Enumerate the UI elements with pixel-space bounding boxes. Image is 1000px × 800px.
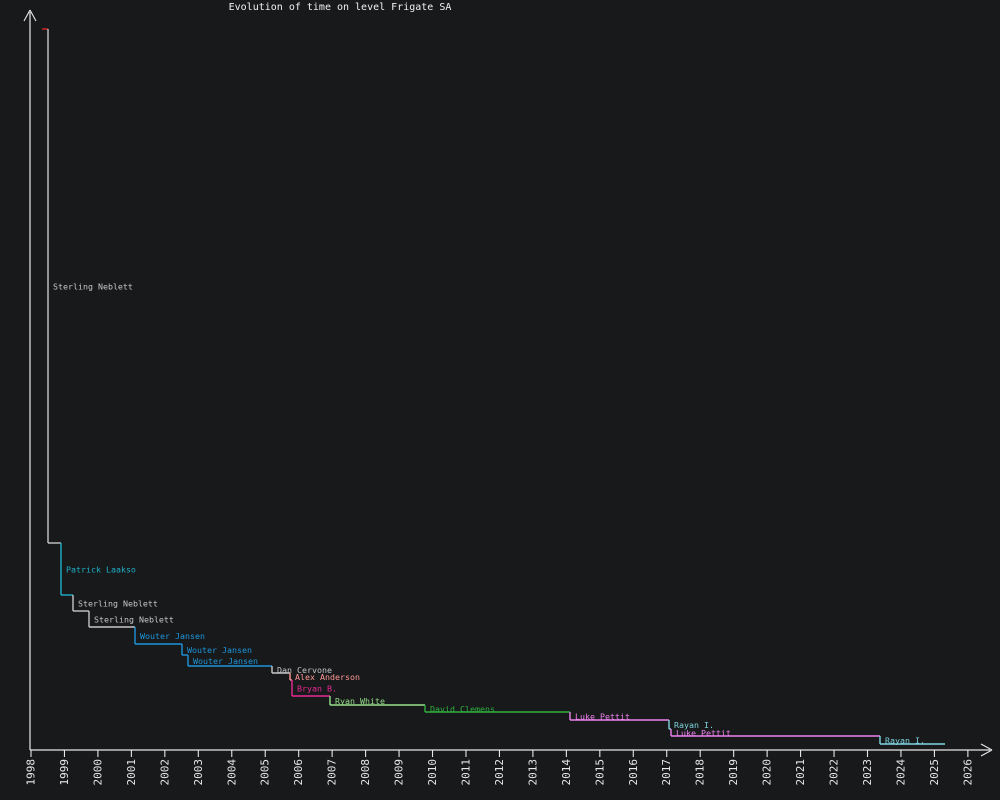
x-tick-label: 2024	[894, 759, 907, 786]
record-holder-label: Wouter Jansen	[187, 645, 252, 655]
x-axis-arrow-icon	[980, 749, 993, 757]
record-holder-label: Patrick Laakso	[66, 565, 136, 575]
record-holder-label: Ryan White	[335, 696, 385, 706]
x-tick-label: 2020	[761, 759, 774, 786]
x-tick-label: 2007	[326, 759, 339, 786]
record-holder-label: Sterling Neblett	[53, 282, 133, 292]
x-tick-label: 2023	[861, 759, 874, 786]
x-tick-label: 2009	[393, 759, 406, 786]
record-holder-label: Rayan I.	[674, 720, 714, 730]
x-tick-label: 2022	[828, 759, 841, 786]
x-tick-label: 2017	[660, 759, 673, 786]
record-holder-label: Bryan B.	[297, 684, 337, 694]
record-holder-label: Alex Anderson	[295, 672, 360, 682]
x-tick-label: 2012	[493, 759, 506, 786]
x-tick-label: 1998	[25, 759, 38, 786]
y-axis-arrow-icon	[29, 9, 37, 22]
x-tick-label: 2013	[526, 759, 539, 786]
x-tick-label: 2025	[928, 759, 941, 786]
record-holder-label: Dan Cervone	[277, 665, 332, 675]
x-tick-label: 2011	[459, 759, 472, 786]
x-tick-label: 2003	[192, 759, 205, 786]
x-tick-label: 2014	[560, 759, 573, 786]
record-holder-label: Wouter Jansen	[140, 631, 205, 641]
x-tick-label: 2016	[627, 759, 640, 786]
x-tick-label: 2021	[794, 759, 807, 786]
x-tick-label: 2015	[593, 759, 606, 786]
record-holder-label: Wouter Jansen	[193, 656, 258, 666]
record-holder-label: David Clemens	[430, 704, 495, 714]
x-tick-label: 2026	[961, 759, 974, 786]
x-tick-label: 2019	[727, 759, 740, 786]
x-tick-label: 2001	[125, 759, 138, 786]
x-tick-label: 2004	[225, 759, 238, 786]
record-holder-label: Rayan I.	[885, 736, 925, 746]
x-tick-label: 2018	[694, 759, 707, 786]
record-holder-label: Sterling Neblett	[78, 599, 158, 609]
x-tick-label: 2002	[158, 759, 171, 786]
x-tick-label: 2008	[359, 759, 372, 786]
x-axis-arrow-icon	[980, 743, 993, 751]
x-tick-label: 2006	[292, 759, 305, 786]
y-axis-arrow-icon	[23, 9, 31, 22]
x-tick-label: 2005	[259, 759, 272, 786]
x-tick-label: 1999	[58, 759, 71, 786]
x-tick-label: 2010	[426, 759, 439, 786]
x-tick-label: 2000	[91, 759, 104, 786]
record-holder-label: Sterling Neblett	[94, 615, 174, 625]
chart-title: Evolution of time on level Frigate SA	[228, 2, 452, 13]
record-holder-label: Luke Pettit	[575, 712, 630, 722]
record-holder-label: Luke Pettit	[676, 728, 731, 738]
